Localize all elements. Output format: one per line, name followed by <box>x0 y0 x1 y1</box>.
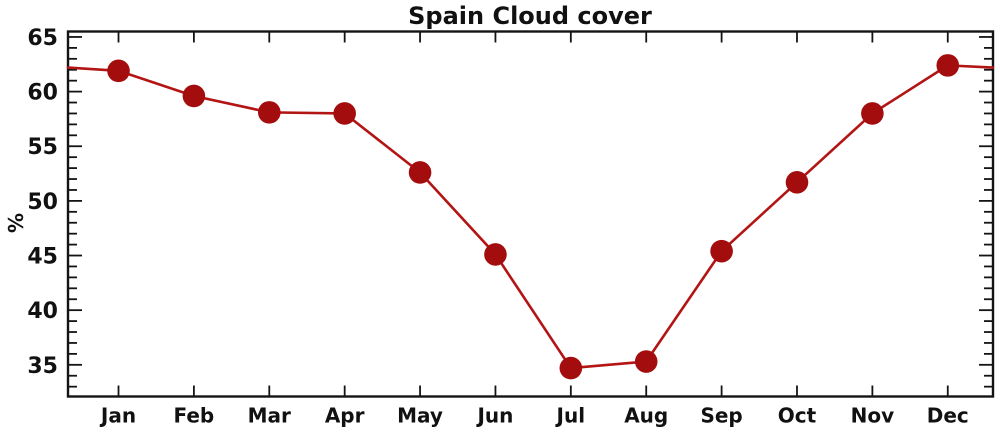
data-point-marker <box>559 356 583 380</box>
y-tick-label: 60 <box>27 81 58 106</box>
data-point-marker <box>333 102 356 125</box>
x-tick-label: Jan <box>99 404 136 428</box>
x-tick-label: Jul <box>555 404 586 428</box>
x-tick-label: Apr <box>325 404 365 428</box>
data-point-marker <box>710 239 733 263</box>
axis-frame <box>66 30 995 398</box>
x-tick-label: Nov <box>851 404 895 428</box>
data-point-marker <box>107 59 130 83</box>
x-tick-label: Feb <box>174 404 215 428</box>
y-tick-label: 50 <box>27 190 58 215</box>
data-point-marker <box>785 171 809 194</box>
data-point-marker <box>861 102 884 125</box>
x-tick-label: Dec <box>927 404 969 428</box>
data-point-marker <box>257 101 281 124</box>
data-line <box>66 64 995 370</box>
data-point-marker <box>634 350 658 373</box>
x-tick-label: May <box>397 404 443 428</box>
data-point-marker <box>484 243 507 266</box>
data-point-marker <box>936 54 960 77</box>
x-tick-label: Mar <box>248 404 291 428</box>
x-tick-label: Sep <box>700 404 742 428</box>
chart-title: Spain Cloud cover <box>408 2 652 30</box>
data-point-marker <box>408 161 432 184</box>
x-tick-label: Oct <box>778 404 817 428</box>
y-tick-label: 55 <box>27 135 58 160</box>
x-tick-label: Aug <box>624 404 668 428</box>
data-point-marker <box>182 84 206 108</box>
y-tick-label: 35 <box>27 354 58 379</box>
y-tick-label: 40 <box>27 299 58 324</box>
x-tick-label: Jun <box>475 404 513 428</box>
y-tick-label: 45 <box>27 245 58 270</box>
y-tick-label: 65 <box>27 26 58 51</box>
